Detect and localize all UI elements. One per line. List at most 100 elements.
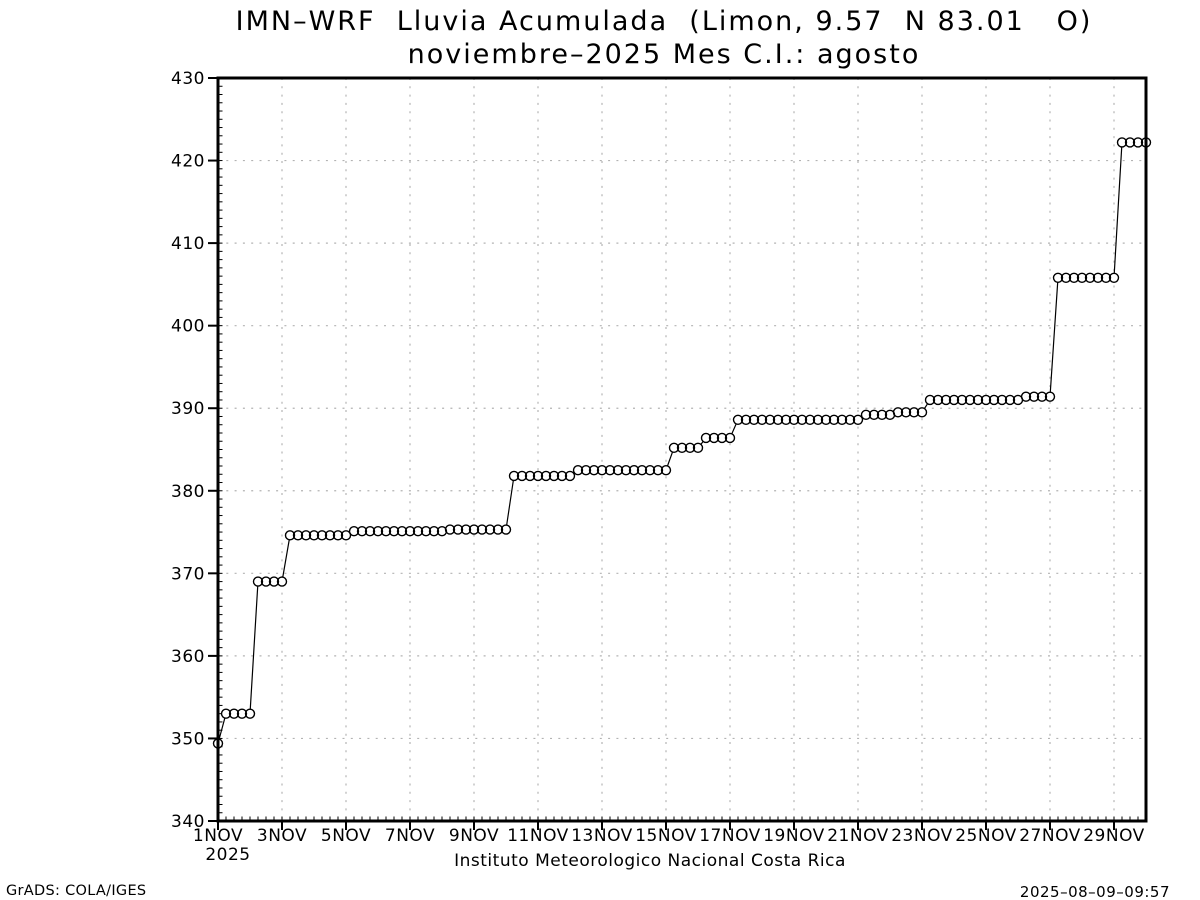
data-point-marker — [604, 464, 616, 476]
x-tick-label: 21NOV — [827, 826, 889, 846]
data-point-marker — [708, 432, 720, 444]
data-point-marker — [516, 470, 528, 482]
data-point-marker — [772, 414, 784, 425]
x-tick-label: 19NOV — [763, 826, 825, 846]
data-point-marker — [300, 530, 312, 541]
data-point-marker — [748, 414, 760, 425]
data-point-marker — [756, 414, 768, 425]
data-point-marker — [796, 414, 808, 425]
data-point-marker — [396, 526, 408, 537]
data-point-marker — [236, 708, 248, 719]
data-point-marker — [620, 464, 632, 476]
x-tick-label: 11NOV — [507, 826, 569, 846]
axis-minor-ticks — [217, 85, 1147, 820]
data-point-marker — [412, 526, 424, 537]
data-point-marker — [1076, 272, 1088, 283]
axis-frame — [216, 76, 1148, 823]
data-point-marker — [900, 407, 912, 418]
data-point-marker — [636, 464, 648, 476]
data-point-marker — [1004, 394, 1016, 406]
data-point-marker — [244, 708, 256, 719]
data-point-marker — [348, 526, 360, 537]
data-point-marker — [1036, 391, 1048, 402]
data-point-marker — [820, 414, 832, 425]
data-point-marker — [628, 464, 640, 476]
data-point-marker — [580, 464, 592, 476]
data-point-marker — [924, 394, 936, 406]
data-point-markers — [212, 137, 1152, 749]
data-point-marker — [780, 414, 792, 425]
x-axis-labels: 1NOV 3NOV 5NOV 7NOV 9NOV 11NOV 13NOV 15NOV 17NOV… — [193, 826, 1145, 865]
data-point-marker — [804, 414, 816, 425]
data-point-marker — [1084, 272, 1096, 283]
axis-major-ticks — [208, 77, 1115, 830]
data-point-marker — [596, 464, 608, 476]
data-point-marker — [572, 464, 584, 476]
data-point-marker — [932, 394, 944, 406]
data-point-marker — [916, 407, 928, 418]
y-tick-label: 390 — [171, 399, 205, 419]
data-point-marker — [540, 470, 552, 482]
data-point-marker — [700, 432, 712, 444]
data-point-marker — [1124, 137, 1136, 148]
data-point-marker — [268, 576, 280, 587]
data-point-marker-fills — [213, 137, 1151, 748]
data-point-marker — [340, 530, 352, 541]
data-point-marker — [1060, 272, 1072, 283]
gridlines — [218, 78, 1146, 821]
data-point-marker — [468, 524, 480, 535]
data-point-marker — [260, 576, 272, 587]
x-tick-label: 13NOV — [571, 826, 633, 846]
data-point-marker — [500, 524, 512, 535]
x-tick-label: 29NOV — [1083, 826, 1145, 846]
data-point-marker — [548, 470, 560, 482]
data-point-marker — [1132, 137, 1144, 148]
y-tick-label: 420 — [171, 152, 205, 172]
grads-credit-label: GrADS: COLA/IGES — [6, 883, 147, 899]
y-tick-label: 350 — [171, 729, 205, 749]
data-point-marker — [940, 394, 952, 406]
data-point-marker — [220, 708, 232, 719]
data-point-marker — [948, 394, 960, 406]
data-point-marker — [1028, 391, 1040, 402]
data-point-marker — [980, 394, 992, 406]
data-point-marker — [308, 530, 320, 541]
data-point-marker — [1116, 137, 1128, 148]
institution-caption: Instituto Meteorologico Nacional Costa R… — [454, 851, 846, 871]
data-point-marker — [228, 708, 240, 719]
data-point-marker — [444, 524, 456, 535]
data-point-marker — [404, 526, 416, 537]
data-point-marker — [484, 524, 496, 535]
data-point-marker — [676, 442, 688, 454]
x-tick-label: 9NOV — [449, 826, 499, 846]
data-point-marker — [1108, 272, 1120, 283]
y-tick-label: 370 — [171, 564, 205, 584]
chart-subtitle: noviembre–2025 Mes C.I.: agosto — [407, 39, 921, 70]
data-point-marker — [1092, 272, 1104, 283]
y-tick-label: 410 — [171, 234, 205, 254]
y-tick-label: 340 — [171, 812, 205, 832]
x-tick-label: 1NOV — [193, 826, 243, 846]
data-point-marker — [644, 464, 656, 476]
data-point-marker — [684, 442, 696, 454]
data-point-marker — [436, 526, 448, 537]
data-point-marker — [844, 414, 856, 425]
data-point-marker — [356, 526, 368, 537]
x-tick-label: 7NOV — [385, 826, 435, 846]
x-tick-label: 23NOV — [891, 826, 953, 846]
x-tick-label: 17NOV — [699, 826, 761, 846]
data-point-marker — [788, 414, 800, 425]
y-tick-label: 430 — [171, 69, 205, 89]
data-point-marker — [692, 442, 704, 454]
y-tick-label: 400 — [171, 317, 205, 337]
data-point-marker — [1100, 272, 1112, 283]
x-axis-year-label: 2025 — [205, 845, 250, 865]
data-point-marker — [612, 464, 624, 476]
data-point-marker — [316, 530, 328, 541]
data-point-marker — [716, 432, 728, 444]
data-point-marker — [276, 576, 288, 587]
data-point-marker — [564, 470, 576, 482]
data-point-marker — [420, 526, 432, 537]
data-point-marker — [1068, 272, 1080, 283]
